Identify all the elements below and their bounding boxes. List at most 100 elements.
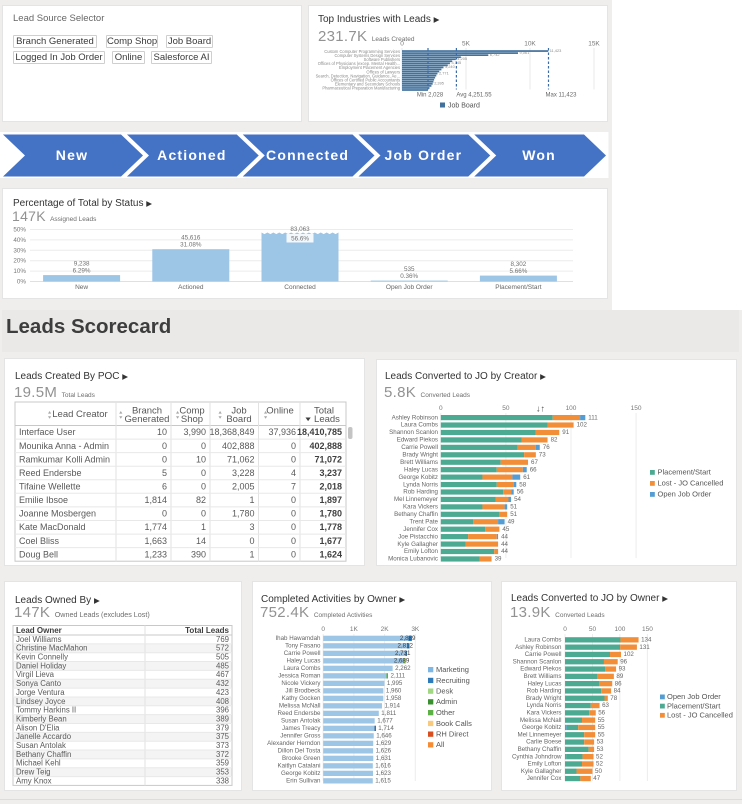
svg-text:Book Calls: Book Calls <box>436 719 472 728</box>
svg-text:Reed Endersbe: Reed Endersbe <box>19 468 82 478</box>
svg-text:131: 131 <box>639 644 650 651</box>
svg-text:1,663: 1,663 <box>144 536 167 546</box>
svg-text:0: 0 <box>563 626 567 633</box>
svg-text:45,616: 45,616 <box>181 235 201 242</box>
svg-text:0: 0 <box>291 441 296 451</box>
svg-text:Rob Harding: Rob Harding <box>527 688 562 695</box>
svg-text:1,624: 1,624 <box>319 549 342 559</box>
svg-text:4: 4 <box>291 468 296 478</box>
svg-text:47: 47 <box>593 775 600 782</box>
svg-text:2,771: 2,771 <box>439 70 449 75</box>
svg-text:Jill Brodbeck: Jill Brodbeck <box>285 688 321 695</box>
svg-text:54: 54 <box>514 496 521 503</box>
svg-text:Kevin Connelly: Kevin Connelly <box>16 653 68 662</box>
svg-text:0: 0 <box>162 509 167 519</box>
svg-text:2,889: 2,889 <box>400 635 416 642</box>
svg-text:50: 50 <box>589 626 597 633</box>
svg-text:150: 150 <box>631 405 642 412</box>
svg-text:1K: 1K <box>350 626 359 633</box>
svg-text:45: 45 <box>502 526 509 533</box>
svg-text:Carrie Powell: Carrie Powell <box>284 650 321 657</box>
svg-text:6,742: 6,742 <box>490 52 500 57</box>
svg-text:390: 390 <box>191 549 206 559</box>
svg-text:Emilie Ibsoe: Emilie Ibsoe <box>19 495 68 505</box>
svg-text:Lynda Norris: Lynda Norris <box>527 702 562 709</box>
svg-text:56.6%: 56.6% <box>291 236 309 243</box>
svg-text:Joe Pistacchio: Joe Pistacchio <box>398 533 438 540</box>
svg-text:Trent Pate: Trent Pate <box>409 519 438 526</box>
svg-text:51: 51 <box>510 504 517 511</box>
svg-text:Board: Board <box>226 414 251 425</box>
svg-text:Kyle Gallagher: Kyle Gallagher <box>521 768 562 775</box>
svg-text:Bethany Chaffin: Bethany Chaffin <box>518 746 562 753</box>
svg-text:George Kobitz: George Kobitz <box>281 770 321 777</box>
svg-text:432: 432 <box>216 679 229 688</box>
svg-text:RH Direct: RH Direct <box>436 730 469 739</box>
svg-text:Jennifer Gross: Jennifer Gross <box>280 733 320 740</box>
svg-text:Brett Williams: Brett Williams <box>400 459 438 466</box>
svg-text:New: New <box>75 284 88 291</box>
svg-text:Emily Lofton: Emily Lofton <box>404 548 439 555</box>
svg-text:Total Leads: Total Leads <box>185 626 229 635</box>
svg-text:Computer Systems Design Servic: Computer Systems Design Services <box>334 53 400 58</box>
svg-text:Total: Total <box>314 406 334 417</box>
svg-text:134: 134 <box>641 637 652 644</box>
svg-text:408: 408 <box>216 697 229 706</box>
svg-text:3,228: 3,228 <box>232 468 255 478</box>
svg-text:1,960: 1,960 <box>386 688 402 695</box>
svg-text:372: 372 <box>216 750 229 759</box>
svg-text:55: 55 <box>598 717 605 724</box>
svg-text:338: 338 <box>216 776 229 785</box>
svg-text:Edward Piekos: Edward Piekos <box>397 437 438 444</box>
svg-text:Placement/Start: Placement/Start <box>658 468 712 477</box>
svg-text:Janelle Accardo: Janelle Accardo <box>16 732 72 741</box>
svg-text:39: 39 <box>495 556 502 563</box>
svg-text:73: 73 <box>539 452 546 459</box>
svg-text:Susan Antolak: Susan Antolak <box>16 741 66 750</box>
svg-text:Daniel Holiday: Daniel Holiday <box>16 661 66 670</box>
svg-text:76: 76 <box>543 444 550 451</box>
svg-text:Actioned: Actioned <box>157 147 227 163</box>
svg-text:55: 55 <box>598 731 605 738</box>
svg-text:0: 0 <box>400 41 404 48</box>
svg-text:100: 100 <box>566 405 577 412</box>
svg-text:1,774: 1,774 <box>144 522 167 532</box>
svg-text:18,410,785: 18,410,785 <box>297 427 342 437</box>
svg-text:Brady Wright: Brady Wright <box>526 695 562 702</box>
svg-text:Job Board: Job Board <box>448 103 480 110</box>
svg-text:Christine MacMahon: Christine MacMahon <box>16 644 88 653</box>
svg-text:Nicole Vickery: Nicole Vickery <box>281 680 321 687</box>
svg-text:0: 0 <box>291 522 296 532</box>
svg-text:Open Job Order: Open Job Order <box>658 490 712 499</box>
svg-text:86: 86 <box>615 680 622 687</box>
svg-text:535: 535 <box>404 266 415 273</box>
svg-text:1,623: 1,623 <box>376 770 392 777</box>
svg-text:0.36%: 0.36% <box>400 273 418 280</box>
svg-text:1: 1 <box>201 522 206 532</box>
svg-text:Kara Vickers: Kara Vickers <box>527 710 562 717</box>
svg-text:44: 44 <box>501 533 508 540</box>
svg-text:Michael Kehl: Michael Kehl <box>16 759 61 768</box>
svg-text:0%: 0% <box>17 279 27 286</box>
svg-text:Jorge Ventura: Jorge Ventura <box>16 688 65 697</box>
svg-text:0: 0 <box>249 536 254 546</box>
svg-text:31.08%: 31.08% <box>180 242 202 249</box>
svg-text:Susan Antolak: Susan Antolak <box>281 718 321 725</box>
svg-text:50: 50 <box>595 768 602 775</box>
svg-text:Online: Online <box>266 406 293 417</box>
svg-text:Lead Creator: Lead Creator <box>52 409 107 420</box>
svg-text:Laura Combs: Laura Combs <box>401 422 438 429</box>
svg-text:Other: Other <box>436 708 455 717</box>
svg-text:150: 150 <box>642 626 653 633</box>
svg-text:Erin Sullivan: Erin Sullivan <box>286 778 321 785</box>
svg-text:5.66%: 5.66% <box>509 268 527 275</box>
svg-text:George Kobitz: George Kobitz <box>398 474 438 481</box>
svg-text:Ihab Hawamdah: Ihab Hawamdah <box>275 635 321 642</box>
svg-text:Leads: Leads <box>314 414 340 425</box>
svg-text:1: 1 <box>249 495 254 505</box>
svg-text:Offices of Lawyers: Offices of Lawyers <box>366 69 400 74</box>
svg-text:1,811: 1,811 <box>381 710 397 717</box>
svg-text:Laura Combs: Laura Combs <box>524 637 561 644</box>
svg-text:82: 82 <box>551 437 558 444</box>
svg-text:Lindsey Joyce: Lindsey Joyce <box>16 697 65 706</box>
